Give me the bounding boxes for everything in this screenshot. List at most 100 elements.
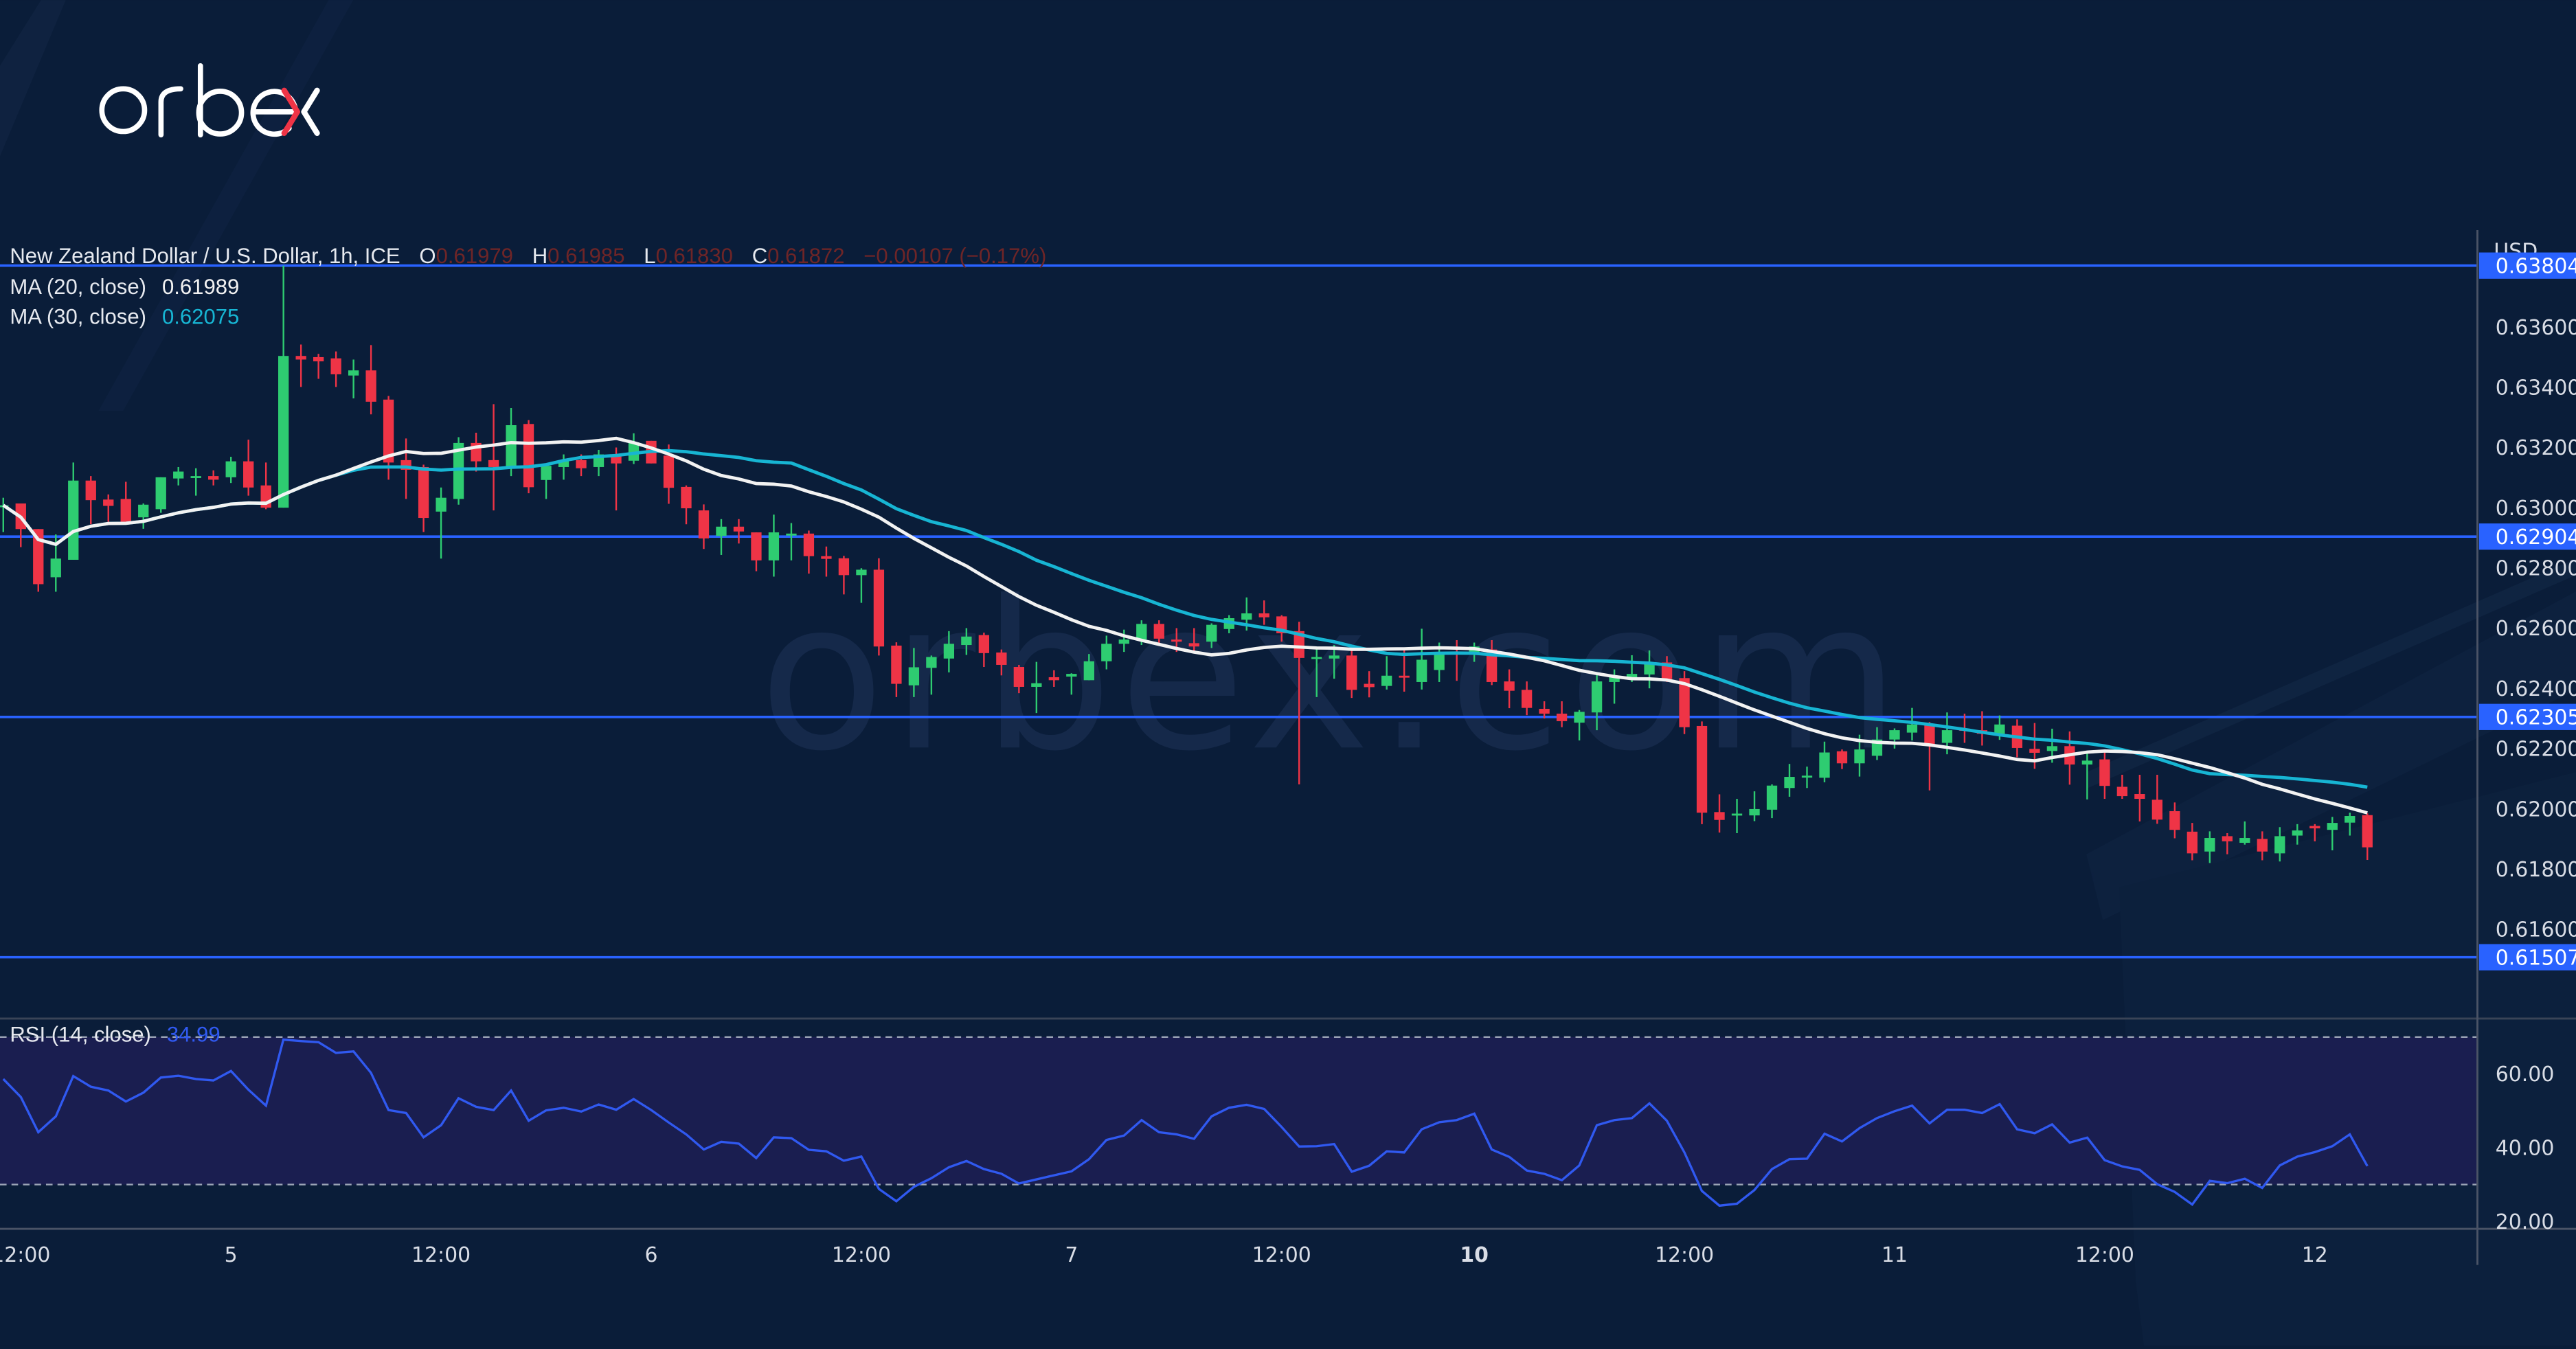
- candle-up: [2274, 827, 2285, 862]
- candle-body: [2046, 746, 2058, 751]
- legend-ma20[interactable]: MA (20, close) 0.61989: [10, 275, 239, 299]
- price-tick-label: 0.62600: [2496, 617, 2576, 641]
- orbex-logo: [99, 63, 320, 138]
- candle-down: [2309, 824, 2320, 841]
- candle-up: [155, 477, 166, 513]
- candle-down: [1539, 701, 1550, 718]
- candle-body: [1364, 683, 1375, 688]
- candle-body: [1836, 751, 1848, 764]
- candle-body: [85, 480, 96, 501]
- price-tick-label: 0.63600: [2496, 316, 2576, 340]
- candle-body: [1994, 724, 2005, 734]
- level-label-box: [2478, 252, 2576, 279]
- candle-down: [1048, 670, 1059, 687]
- candle-up: [1311, 648, 1322, 697]
- candle-up: [225, 457, 236, 484]
- candle-down: [803, 530, 815, 574]
- candle-body: [33, 529, 44, 585]
- time-tick-label: 7: [1065, 1243, 1078, 1267]
- legend-ma30[interactable]: MA (30, close) 0.62075: [10, 304, 239, 328]
- candle-down: [1188, 628, 1199, 653]
- candle-body: [996, 652, 1007, 665]
- change-value: −0.00107 (−0.17%): [863, 244, 1046, 268]
- candle-down: [1399, 649, 1410, 692]
- time-tick-label: 12:00: [2075, 1243, 2134, 1267]
- time-tick-label: 6: [644, 1243, 657, 1267]
- candle-down: [891, 642, 902, 697]
- candle-body: [1381, 675, 1392, 686]
- candle-body: [1048, 677, 1059, 681]
- level-label-box: [2478, 703, 2576, 730]
- rsi-tick-label: 40.00: [2496, 1137, 2555, 1161]
- candle-down: [681, 485, 692, 525]
- candle-body: [155, 477, 166, 510]
- candle-down: [243, 440, 254, 496]
- candle-body: [225, 461, 236, 477]
- level-label: 0.61507: [2496, 946, 2576, 970]
- candle-body: [418, 466, 429, 519]
- candle-body: [523, 424, 534, 488]
- candle-up: [1819, 741, 1830, 782]
- candle-up: [1574, 710, 1585, 740]
- candle-down: [2099, 751, 2110, 800]
- price-tick-label: 0.63400: [2496, 376, 2576, 400]
- candle-body: [2029, 749, 2040, 753]
- candle-body: [1101, 644, 1112, 661]
- candle-body: [751, 532, 762, 560]
- price-tick-label: 0.62800: [2496, 557, 2576, 581]
- candle-body: [1574, 712, 1585, 723]
- candle-body: [1206, 624, 1217, 642]
- ma20-value: 0.61989: [162, 275, 239, 299]
- candle-body: [1118, 639, 1129, 644]
- candle-down: [208, 470, 219, 486]
- candle-down: [1836, 749, 1848, 769]
- candle-down: [873, 558, 885, 656]
- time-tick-label: 12: [2302, 1243, 2328, 1267]
- candle-body: [2169, 811, 2180, 830]
- candle-body: [1083, 661, 1094, 681]
- candle-up: [2327, 817, 2338, 850]
- ma30-line: [2, 449, 2368, 789]
- candle-body: [978, 635, 990, 653]
- time-axis[interactable]: 12:00 5 12:00 6 12:00 7 12:00 10 12:00 11 12:00 12: [0, 1243, 2328, 1267]
- candle-up: [453, 437, 464, 505]
- rsi-axis[interactable]: 60.00 40.00 20.00: [2496, 1063, 2555, 1234]
- level-label-box: [2478, 523, 2576, 550]
- candle-body: [1293, 631, 1304, 658]
- candle-down: [1714, 794, 1725, 833]
- candle-body: [1731, 813, 1743, 816]
- legend-ohlc: New Zealand Dollar / U.S. Dollar, 1h, IC…: [10, 244, 1046, 268]
- horizontal-levels: [0, 264, 2478, 959]
- candle-body: [576, 460, 587, 468]
- candle-up: [1766, 784, 1778, 819]
- candle-down: [2257, 831, 2268, 861]
- candle-body: [2099, 759, 2110, 786]
- ma20-label: MA (20, close): [10, 275, 146, 299]
- rsi-band: [0, 1036, 2478, 1185]
- candle-up: [1206, 623, 1217, 648]
- candle-up: [628, 433, 640, 464]
- ma20-line: [2, 436, 2368, 815]
- candle-body: [2362, 815, 2373, 848]
- level-label: 0.62305: [2496, 706, 2576, 730]
- candle-down: [2169, 802, 2180, 839]
- candle-down: [1556, 701, 1568, 727]
- candle-body: [103, 499, 114, 506]
- candle-body: [1153, 624, 1164, 639]
- legend-rsi[interactable]: RSI (14, close) 34.99: [10, 1022, 220, 1046]
- candle-body: [1749, 808, 1760, 816]
- price-axis[interactable]: 0.63600 0.63400 0.63200 0.63000 0.62800 0.626…: [2496, 316, 2576, 942]
- candle-body: [681, 486, 692, 509]
- candle-down: [523, 420, 534, 494]
- candle-up: [786, 523, 797, 560]
- candle-body: [838, 558, 850, 576]
- candle-body: [768, 532, 780, 560]
- candle-body: [1679, 678, 1690, 727]
- price-tick-label: 0.63200: [2496, 436, 2576, 460]
- candle-down: [1486, 640, 1498, 685]
- candle-body: [1889, 730, 1900, 740]
- candle-down: [1258, 600, 1269, 625]
- candle-up: [278, 265, 289, 508]
- candle-down: [978, 633, 990, 668]
